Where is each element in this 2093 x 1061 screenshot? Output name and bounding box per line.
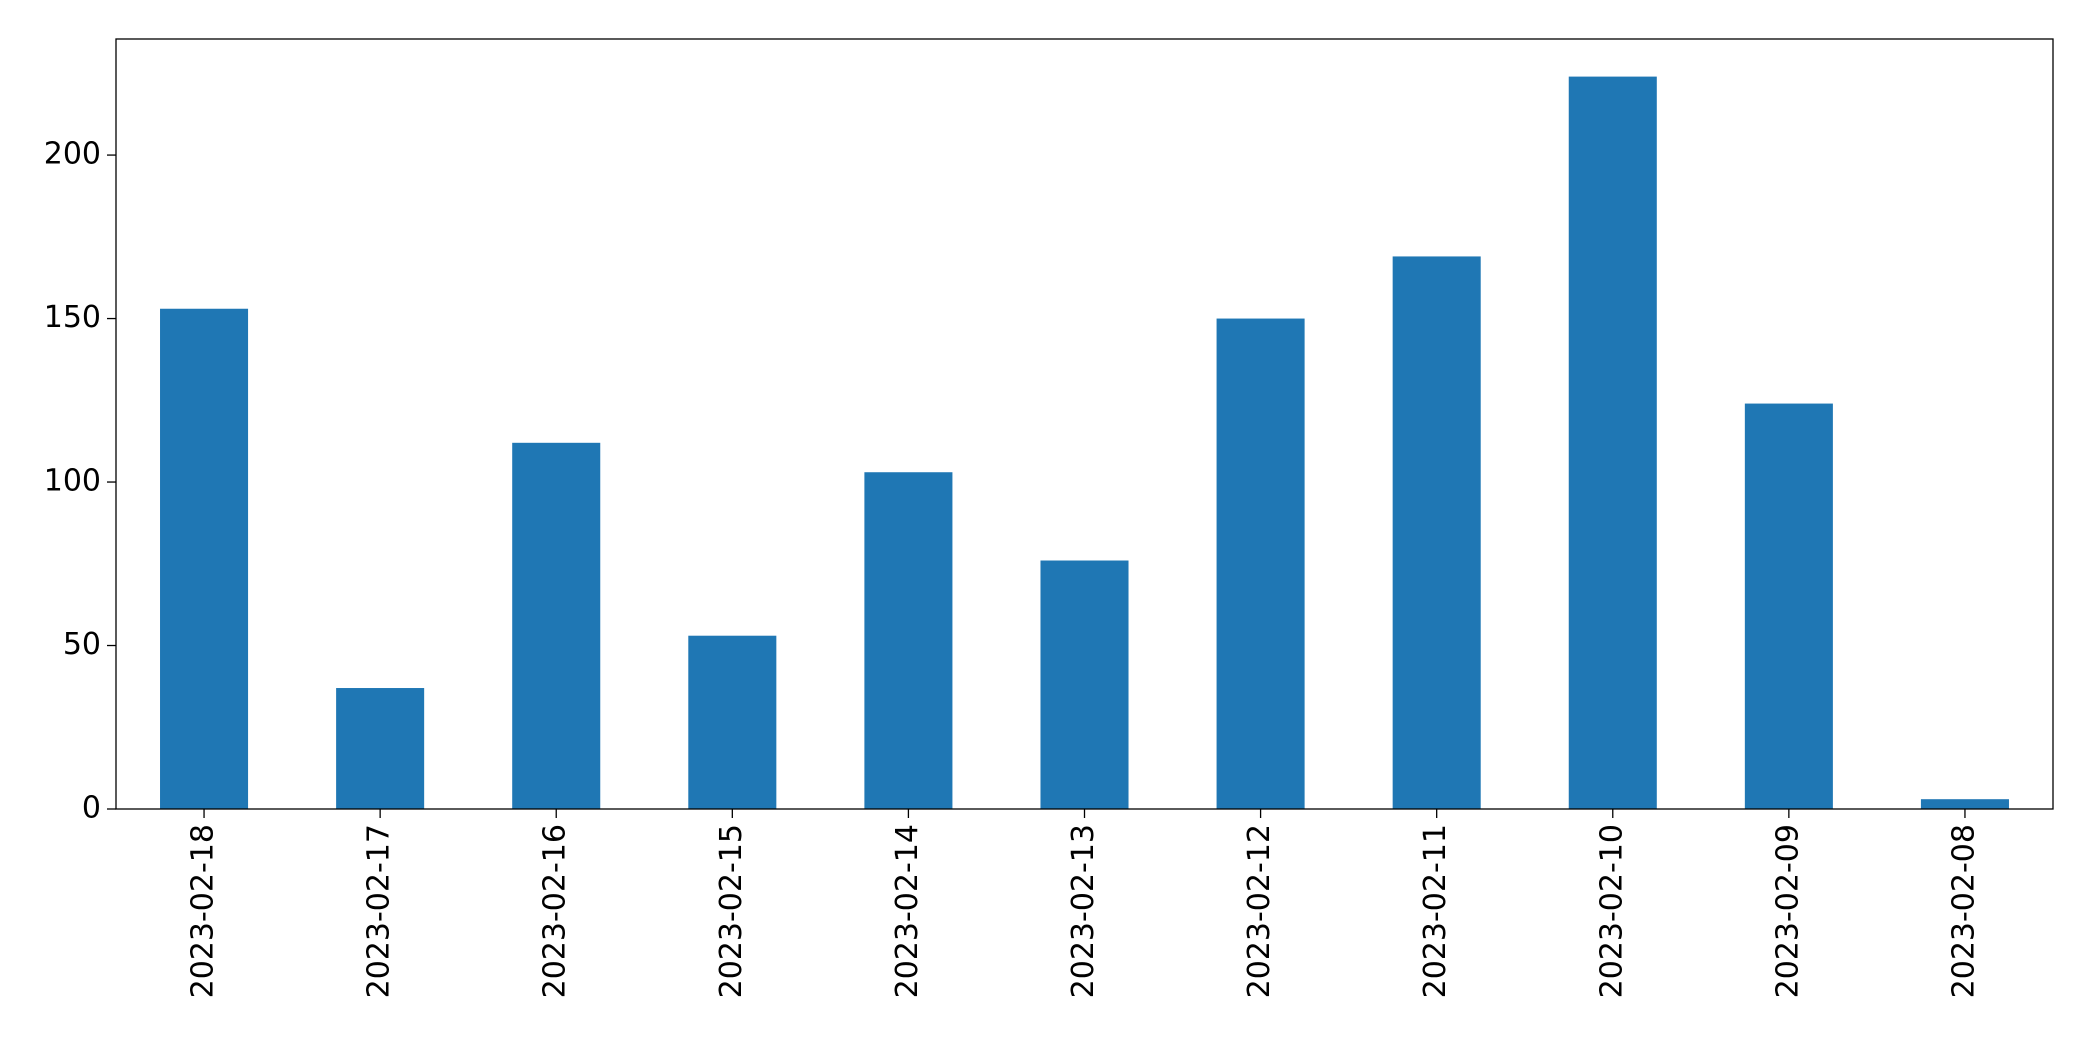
x-tick-label: 2023-02-14 (890, 824, 925, 998)
x-tick-label: 2023-02-09 (1770, 824, 1805, 998)
x-tick-label: 2023-02-11 (1418, 824, 1453, 998)
x-tick-label: 2023-02-18 (186, 824, 221, 998)
y-tick-label: 50 (63, 627, 101, 662)
y-tick-label: 200 (44, 137, 101, 172)
x-tick-label: 2023-02-12 (1242, 824, 1277, 998)
bar (1040, 560, 1129, 809)
x-tick-label: 2023-02-17 (362, 824, 397, 998)
y-tick-label: 100 (44, 464, 101, 499)
x-tick-label: 2023-02-15 (714, 824, 749, 998)
bar (864, 472, 953, 809)
x-tick-label: 2023-02-08 (1946, 824, 1981, 998)
x-tick-label: 2023-02-16 (538, 824, 573, 998)
x-tick-label: 2023-02-13 (1066, 824, 1101, 998)
bar (1568, 76, 1657, 810)
bar (1392, 256, 1481, 809)
bar (688, 635, 777, 809)
y-tick-label: 150 (44, 300, 101, 335)
y-tick-label: 0 (82, 791, 101, 826)
bar (160, 308, 249, 809)
bar (1744, 403, 1833, 809)
bar (1920, 799, 2009, 809)
bar (512, 442, 601, 809)
bar (336, 688, 425, 809)
x-tick-label: 2023-02-10 (1594, 824, 1629, 998)
bar (1216, 318, 1305, 809)
